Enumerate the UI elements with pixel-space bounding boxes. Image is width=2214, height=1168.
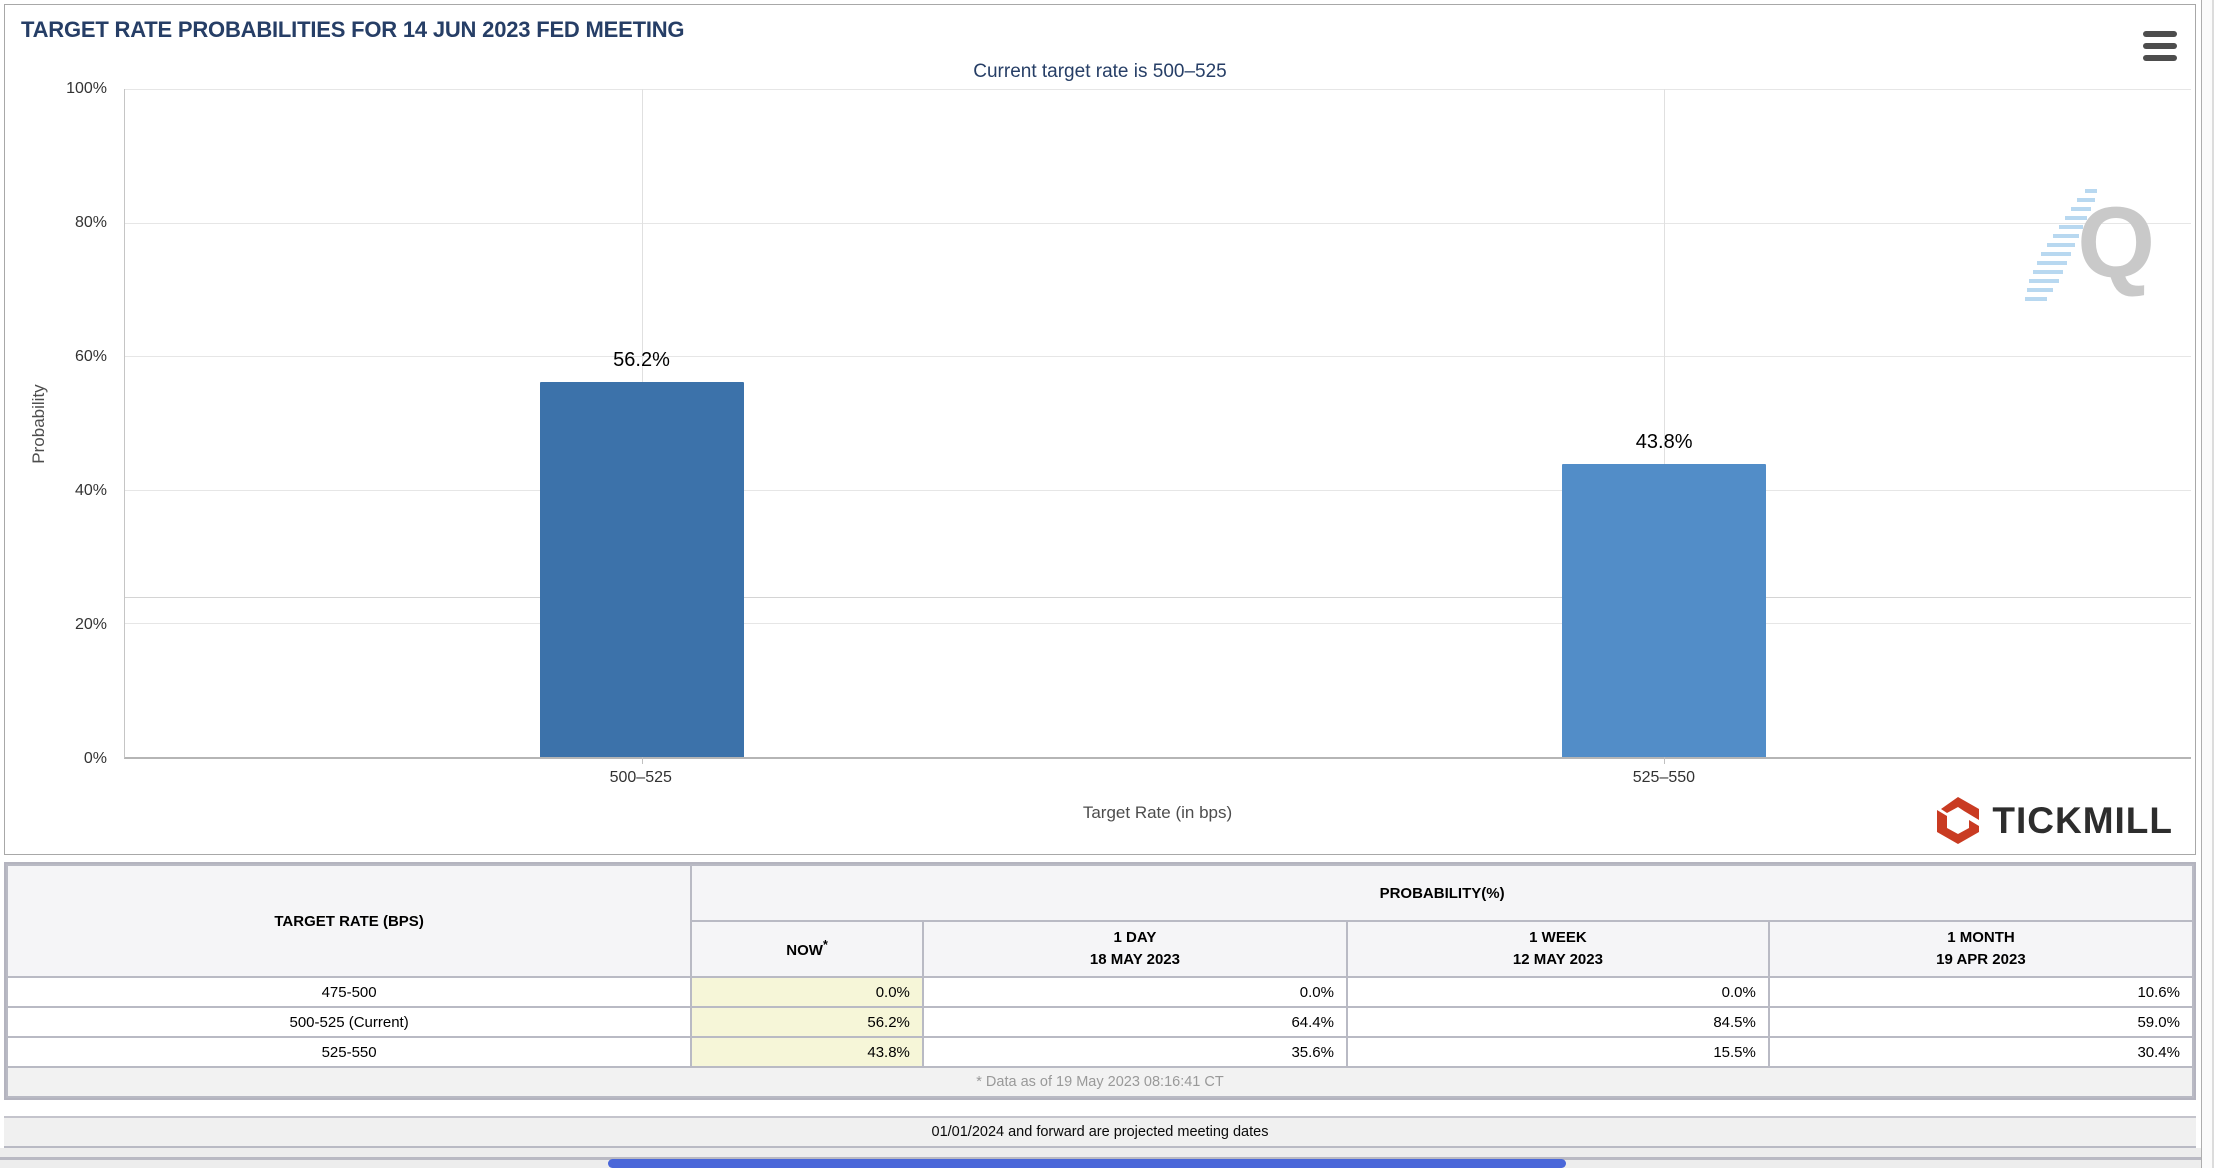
menu-bar (2143, 31, 2177, 37)
footnote-asterisk: * (822, 937, 828, 952)
column-header-1month-label: 1 MONTH (1947, 928, 2015, 946)
column-header-now: NOW* (690, 920, 924, 978)
y-tick-label: 0% (83, 750, 107, 767)
gridline (125, 356, 2191, 358)
table-row: 500-525 (Current) 56.2% 64.4% 84.5% 59.0% (5, 1006, 2195, 1038)
menu-bar (2143, 55, 2177, 61)
table-row: 475-500 0.0% 0.0% 0.0% 10.6% (5, 976, 2195, 1008)
probability-value-cell: 0.0% (921, 976, 1348, 1008)
x-category-label: 525–550 (1632, 769, 1696, 786)
rate-range-cell: 525-550 (5, 1036, 693, 1068)
hamburger-menu-icon[interactable] (2143, 31, 2177, 61)
probability-value-cell: 64.4% (921, 1006, 1348, 1038)
probability-value-cell: 35.6% (921, 1036, 1348, 1068)
bar-group: 56.2% (539, 89, 744, 757)
y-tick-label: 100% (66, 80, 107, 97)
column-header-target-rate: TARGET RATE (BPS) (5, 864, 693, 978)
probability-table: TARGET RATE (BPS) PROBABILITY(%) NOW* 1 … (5, 864, 2195, 1098)
watermark-q-letter: Q (2077, 187, 2155, 299)
x-axis-title: Target Rate (in bps) (1082, 803, 1233, 822)
gridline (125, 489, 2191, 491)
probability-value-cell: 0.0% (1345, 976, 1770, 1008)
data-as-of-footnote: * Data as of 19 May 2023 08:16:41 CT (6, 1066, 2194, 1098)
y-tick-label: 20% (74, 616, 107, 633)
rate-range-cell: 500-525 (Current) (5, 1006, 693, 1038)
probability-value-cell: 59.0% (1767, 1006, 2195, 1038)
bar-value-label: 43.8% (1635, 431, 1693, 454)
probability-value-cell: 10.6% (1767, 976, 2195, 1008)
column-header-1month: 1 MONTH 19 APR 2023 (1767, 920, 2195, 978)
bar[interactable] (1562, 464, 1767, 757)
column-header-1week-label: 1 WEEK (1529, 928, 1587, 946)
y-axis-labels: 0% 20% 40% 60% 80% 100% (5, 80, 115, 767)
column-header-probability: PROBABILITY(%) (690, 864, 2194, 922)
probability-value-cell: 43.8% (690, 1036, 924, 1068)
probability-value-cell: 84.5% (1345, 1006, 1770, 1038)
bottom-divider-strips (0, 1148, 2214, 1168)
menu-bar (2143, 43, 2177, 49)
column-header-1month-date: 19 APR 2023 (1936, 951, 2026, 968)
projected-dates-note: 01/01/2024 and forward are projected mee… (4, 1116, 2196, 1148)
x-tick (641, 757, 643, 764)
probability-value-cell: 0.0% (690, 976, 924, 1008)
divider (0, 1157, 2214, 1160)
chart-title: TARGET RATE PROBABILITIES FOR 14 JUN 202… (21, 17, 685, 42)
rate-range-cell: 475-500 (5, 976, 693, 1008)
quikstrike-watermark: Q (2025, 185, 2155, 307)
probability-table-panel: TARGET RATE (BPS) PROBABILITY(%) NOW* 1 … (4, 862, 2196, 1100)
bar[interactable] (539, 381, 744, 757)
gridline (1664, 89, 1666, 757)
column-header-1day-date: 18 MAY 2023 (1089, 951, 1180, 968)
gridline (125, 623, 2191, 625)
column-header-1week: 1 WEEK 12 MAY 2023 (1345, 920, 1770, 978)
vertical-scrollbar[interactable] (2201, 0, 2214, 1168)
probability-value-cell: 56.2% (690, 1006, 924, 1038)
bar-group: 43.8% (1562, 89, 1767, 757)
gridline (125, 89, 2191, 90)
gridline (125, 596, 2191, 598)
chart-panel: TARGET RATE PROBABILITIES FOR 14 JUN 202… (4, 4, 2196, 855)
tickmill-hexagon-icon (1937, 797, 1980, 844)
table-row: 525-550 43.8% 35.6% 15.5% 30.4% (5, 1036, 2195, 1068)
rate-table-body: 475-500 0.0% 0.0% 0.0% 10.6% 500-525 (Current… (5, 976, 2195, 1068)
watermark-hatch-icon (2025, 189, 2097, 301)
column-header-1week-date: 12 MAY 2023 (1512, 951, 1603, 968)
bar-value-label: 56.2% (613, 348, 670, 371)
tickmill-logo-text: TICKMILL (1992, 800, 2173, 841)
probability-value-cell: 15.5% (1345, 1036, 1770, 1068)
column-header-1day: 1 DAY 18 MAY 2023 (921, 920, 1348, 978)
y-tick-label: 80% (74, 214, 107, 231)
plot-area: Q 56.2% 43.8% (124, 89, 2191, 764)
y-tick-label: 40% (74, 482, 107, 499)
x-axis-labels: 500–525 525–550 (124, 769, 2191, 793)
gridline (125, 222, 2191, 224)
probability-value-cell: 30.4% (1767, 1036, 2195, 1068)
x-tick (1664, 757, 1666, 764)
column-header-now-label: NOW (786, 941, 823, 959)
x-category-label: 500–525 (609, 769, 672, 786)
bottom-blue-bar (608, 1159, 1566, 1168)
column-header-1day-label: 1 DAY (1113, 928, 1157, 946)
y-tick-label: 60% (74, 348, 107, 365)
chart-subtitle: Current target rate is 500–525 (973, 61, 1227, 82)
tickmill-logo: TICKMILL (1934, 796, 2173, 846)
